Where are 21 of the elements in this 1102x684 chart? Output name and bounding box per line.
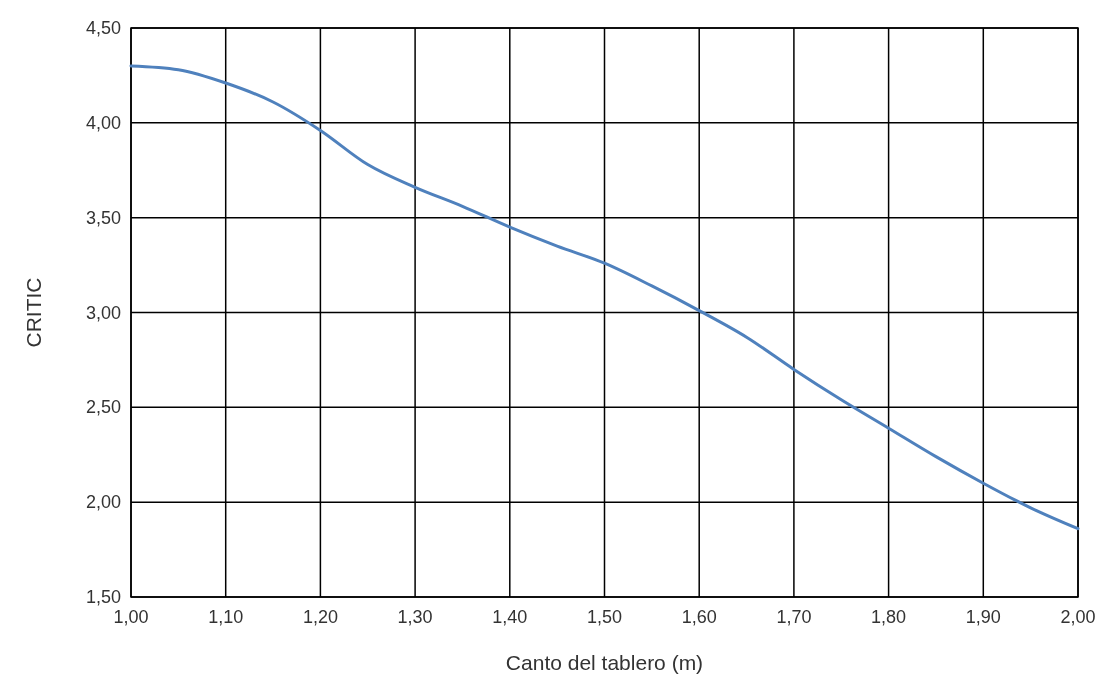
x-tick-label: 1,90 (965, 607, 1001, 627)
x-tick-label: 1,60 (681, 607, 717, 627)
x-tick-label: 1,70 (776, 607, 812, 627)
x-tick-label: 1,40 (492, 607, 528, 627)
y-tick-label: 1,50 (85, 587, 121, 607)
line-series (129, 64, 1080, 531)
y-axis-title: CRITIC (22, 277, 45, 348)
x-tick-label: 1,50 (586, 607, 623, 627)
y-tick-label: 3,50 (85, 207, 121, 228)
y-tick-label: 2,50 (85, 397, 121, 418)
x-axis-title: Canto del tablero (m) (505, 651, 704, 674)
y-tick-label: 2,00 (85, 492, 121, 513)
x-tick-label: 1,30 (397, 607, 433, 627)
y-tick-label: 3,00 (85, 302, 121, 323)
y-tick-label: 4,50 (85, 18, 121, 38)
x-tick-label: 2,00 (1060, 607, 1096, 627)
x-tick-label: 1,10 (208, 607, 244, 627)
y-tick-label: 4,00 (85, 112, 121, 133)
x-tick-label: 1,80 (871, 607, 907, 627)
x-tick-label: 1,00 (113, 607, 149, 627)
x-tick-label: 1,20 (302, 607, 338, 627)
